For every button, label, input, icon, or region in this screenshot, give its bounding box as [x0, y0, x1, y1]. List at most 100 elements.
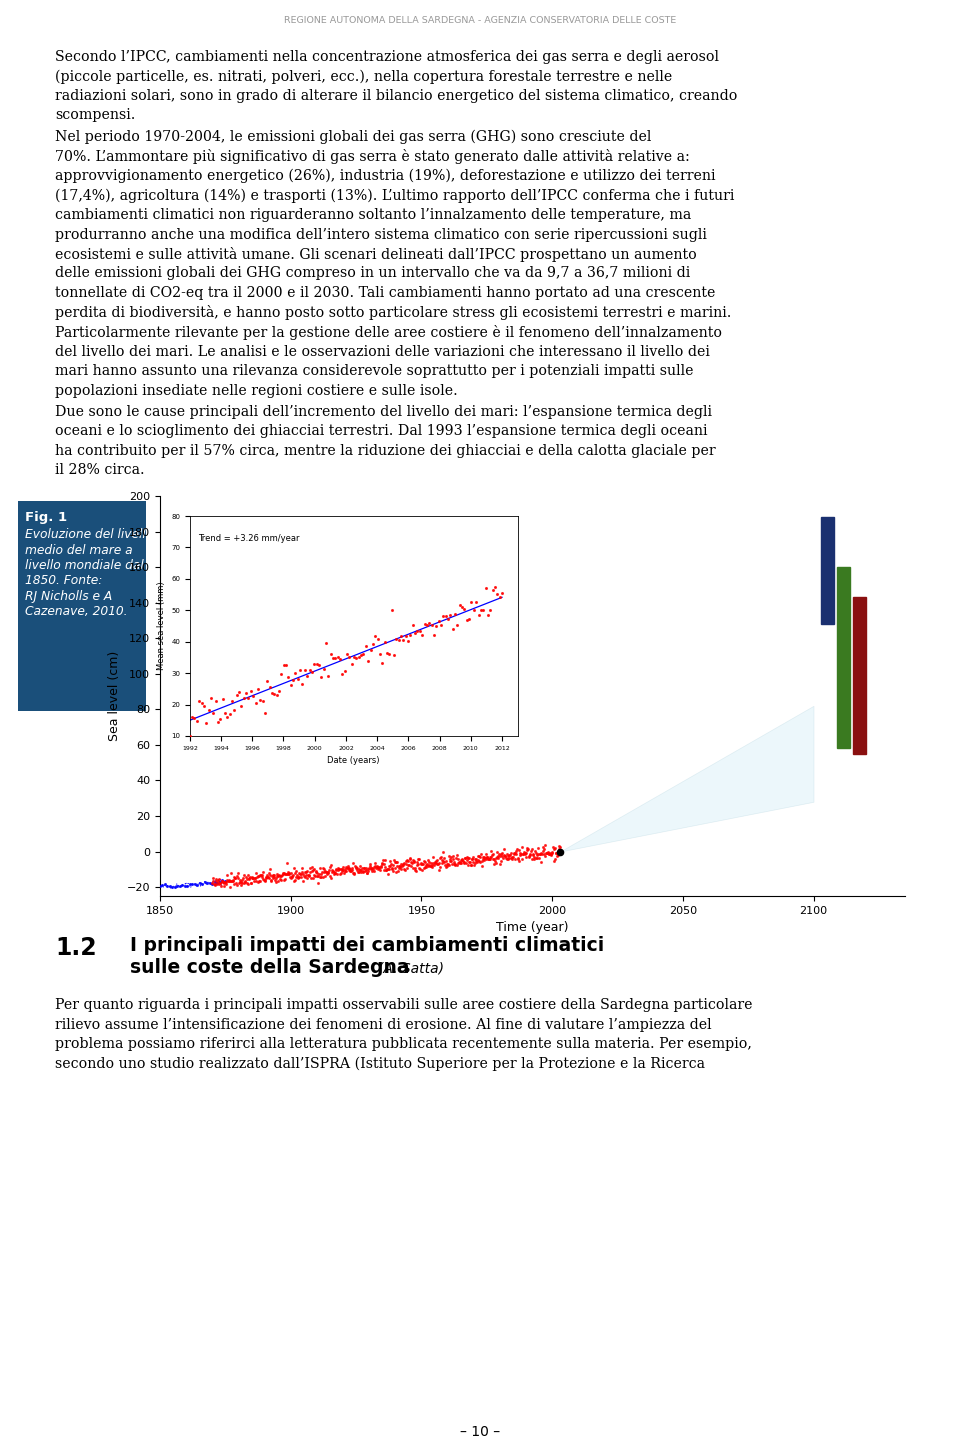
Point — [214, 869, 229, 892]
Point — [468, 850, 484, 873]
Point — [492, 844, 508, 868]
Point — [286, 869, 301, 892]
Point — [522, 843, 538, 866]
Point — [439, 849, 454, 872]
Text: il 28% circa.: il 28% circa. — [55, 464, 145, 477]
Point — [355, 859, 371, 882]
Point — [525, 843, 540, 866]
Point — [300, 863, 316, 886]
Point — [337, 857, 352, 881]
Point — [295, 672, 310, 696]
Point — [290, 866, 305, 889]
Point — [282, 862, 298, 885]
Point — [230, 862, 246, 885]
Point — [400, 850, 416, 873]
Point — [464, 590, 479, 613]
Point — [502, 843, 517, 866]
Point — [348, 646, 364, 669]
Point — [327, 862, 343, 885]
Point — [299, 860, 314, 884]
Text: approvvigionamento energetico (26%), industria (19%), deforestazione e utilizzo : approvvigionamento energetico (26%), ind… — [55, 169, 715, 184]
Point — [236, 870, 252, 894]
Point — [469, 849, 485, 872]
Point — [404, 852, 420, 875]
Point — [304, 855, 320, 878]
Point — [205, 866, 221, 889]
Point — [384, 857, 399, 881]
Point — [542, 842, 558, 865]
Point — [352, 855, 368, 878]
Point — [368, 625, 383, 648]
Point — [244, 866, 259, 889]
Point — [317, 860, 332, 884]
Point — [517, 843, 533, 866]
Point — [285, 863, 300, 886]
Point — [402, 847, 418, 870]
Point — [444, 849, 459, 872]
Point — [505, 846, 520, 869]
Point — [231, 872, 247, 895]
Text: scompensi.: scompensi. — [55, 108, 135, 123]
Point — [507, 842, 522, 865]
Point — [349, 857, 365, 881]
Point — [277, 868, 293, 891]
Point — [544, 842, 560, 865]
Point — [521, 844, 537, 868]
Point — [329, 862, 345, 885]
Point — [396, 852, 412, 875]
Point — [407, 622, 422, 645]
Point — [518, 846, 534, 869]
Point — [314, 860, 329, 884]
Text: mari hanno assunto una rilevanza considerevole soprattutto per i potenziali impa: mari hanno assunto una rilevanza conside… — [55, 364, 693, 377]
Point — [305, 866, 321, 889]
Point — [528, 846, 543, 869]
Point — [335, 662, 350, 685]
Point — [170, 875, 185, 898]
Point — [354, 859, 370, 882]
Point — [269, 683, 284, 706]
Point — [552, 840, 567, 863]
Point — [508, 842, 523, 865]
Point — [499, 842, 515, 865]
Point — [204, 687, 219, 710]
Point — [262, 675, 277, 698]
Point — [392, 855, 407, 878]
Point — [470, 603, 486, 626]
Point — [546, 837, 562, 860]
Point — [497, 844, 513, 868]
Point — [515, 836, 530, 859]
Point — [382, 855, 397, 878]
Point — [344, 652, 359, 675]
Point — [316, 866, 331, 889]
Point — [295, 869, 310, 892]
Point — [466, 846, 481, 869]
Point — [264, 865, 279, 888]
Point — [547, 836, 563, 859]
Point — [490, 583, 505, 606]
Point — [279, 852, 295, 875]
Point — [421, 850, 437, 873]
Text: perdita di biodiversità, e hanno posto sotto particolare stress gli ecosistemi t: perdita di biodiversità, e hanno posto s… — [55, 305, 732, 321]
Point — [410, 619, 425, 642]
Point — [493, 843, 509, 866]
Point — [405, 856, 420, 879]
Point — [397, 850, 413, 873]
Point — [485, 847, 500, 870]
Point — [420, 852, 435, 875]
Point — [463, 850, 478, 873]
Point — [256, 869, 272, 892]
Point — [201, 698, 216, 722]
Point — [488, 576, 503, 599]
Point — [351, 860, 367, 884]
Point — [355, 860, 371, 884]
Point — [211, 868, 227, 891]
Point — [388, 860, 403, 884]
Point — [276, 654, 292, 677]
Point — [335, 859, 350, 882]
Point — [487, 852, 502, 875]
Point — [471, 849, 487, 872]
Point — [238, 681, 253, 704]
Point — [162, 875, 178, 898]
Point — [276, 862, 291, 885]
Point — [316, 857, 331, 881]
